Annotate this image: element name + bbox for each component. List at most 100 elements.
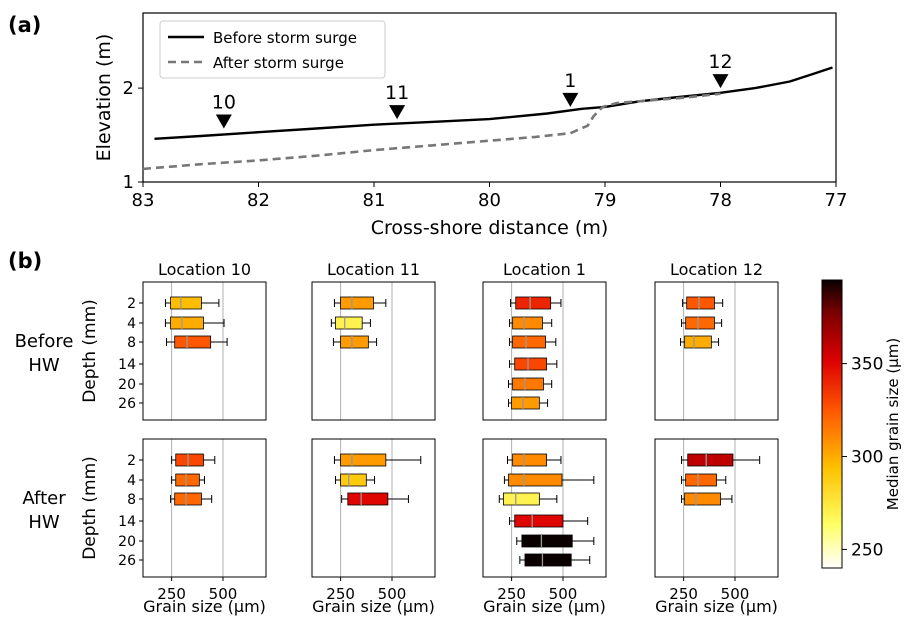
x-tick-label: 250 — [326, 585, 355, 603]
box-depth-2 — [340, 296, 374, 310]
column-title: Location 11 — [327, 260, 420, 279]
x-tick-label: 77 — [825, 190, 848, 211]
panel-b-boxplot-grid: (b) Location 10 Location 11 Location 1 Locat… — [8, 249, 902, 616]
panel-b-label: (b) — [8, 249, 42, 273]
location-label-11: 11 — [385, 82, 409, 104]
y-axis-label: Elevation (m) — [93, 34, 115, 162]
x-tick-label: 79 — [594, 190, 617, 211]
box-depth-4 — [508, 473, 563, 487]
row-label-line2: HW — [28, 512, 60, 533]
x-tick-label: 500 — [209, 585, 238, 603]
boxplot-panel — [654, 438, 779, 578]
colorbar-tick-label: 250 — [851, 540, 883, 560]
boxplot-panel — [311, 438, 436, 578]
boxplot-panel — [142, 281, 267, 421]
x-tick-label: 500 — [721, 585, 750, 603]
box-depth-8 — [174, 335, 212, 349]
box-depth-4 — [175, 473, 200, 487]
location-label-12: 12 — [708, 51, 732, 73]
box-depth-8 — [512, 335, 546, 349]
x-tick-label: 250 — [497, 585, 526, 603]
depth-tick-label: 20 — [118, 377, 136, 393]
colorbar — [821, 279, 843, 569]
row-label-line1: Before — [15, 331, 74, 352]
depth-tick-label: 4 — [127, 316, 136, 332]
box-depth-20 — [521, 534, 573, 548]
box-depth-8 — [340, 335, 369, 349]
panel-frame — [142, 281, 267, 421]
grain-size-axis-label: Grain size (μm) — [655, 597, 778, 616]
box-depth-2 — [340, 453, 387, 467]
panel-frame — [482, 281, 607, 421]
y-tick-label: 1 — [123, 172, 134, 193]
depth-tick-label: 8 — [127, 492, 136, 508]
boxplot-panel — [482, 281, 607, 421]
panel-frame — [654, 438, 779, 578]
panel-frame — [311, 438, 436, 578]
legend-box — [159, 20, 386, 79]
panel-frame — [654, 281, 779, 421]
box-depth-4 — [685, 473, 717, 487]
x-tick-label: 83 — [132, 190, 155, 211]
boxplot-panel — [482, 438, 607, 578]
boxplot-panel — [142, 438, 267, 578]
location-label-10: 10 — [212, 91, 236, 113]
boxplot-panel — [654, 281, 779, 421]
box-depth-4 — [512, 316, 543, 330]
grain-size-axis-label: Grain size (μm) — [483, 597, 606, 616]
depth-tick-label: 2 — [127, 453, 136, 469]
x-tick-label: 81 — [363, 190, 386, 211]
box-depth-4 — [685, 316, 715, 330]
box-depth-4 — [340, 473, 367, 487]
column-title: Location 10 — [158, 260, 251, 279]
box-depth-8 — [502, 492, 540, 506]
boxplot-panel — [311, 281, 436, 421]
box-depth-2 — [170, 296, 202, 310]
box-depth-14 — [514, 357, 547, 371]
series-line-after — [142, 92, 721, 171]
row-label-line1: After — [22, 488, 66, 509]
box-depth-4 — [335, 316, 363, 330]
box-depth-26 — [524, 553, 572, 567]
depth-tick-label: 20 — [118, 534, 136, 550]
location-marker-12 — [712, 74, 729, 89]
column-title: Location 1 — [503, 260, 586, 279]
depth-tick-label: 26 — [118, 396, 136, 412]
panel-a-line-chart: (a) 83 82 81 80 79 78 77 12 Cross-shore distance … — [8, 12, 848, 239]
column-title: Location 12 — [670, 260, 763, 279]
location-marker-1 — [562, 92, 579, 107]
box-depth-2 — [175, 453, 204, 467]
depth-axis-label: Depth (mm) — [80, 456, 100, 560]
depth-tick-label: 14 — [118, 357, 136, 373]
location-marker-11 — [389, 105, 406, 120]
box-depth-8 — [684, 492, 722, 506]
colorbar-label: Median grain size (μm) — [884, 338, 902, 510]
grain-size-axis-label: Grain size (μm) — [312, 597, 435, 616]
location-marker-10 — [215, 114, 232, 129]
box-depth-2 — [512, 453, 547, 467]
x-tick-label: 500 — [378, 585, 407, 603]
x-axis-label: Cross-shore distance (m) — [371, 217, 609, 239]
x-tick-label: 80 — [478, 190, 501, 211]
panel-a-label: (a) — [8, 13, 41, 37]
x-tick-label: 78 — [709, 190, 732, 211]
colorbar-tick-label: 350 — [851, 355, 883, 375]
box-depth-2 — [687, 453, 734, 467]
row-label-line2: HW — [28, 355, 60, 376]
depth-tick-label: 2 — [127, 296, 136, 312]
depth-axis-label: Depth (mm) — [80, 299, 100, 403]
legend-entry-after: After storm surge — [213, 54, 344, 72]
box-depth-8 — [174, 492, 202, 506]
x-tick-label: 82 — [247, 190, 270, 211]
x-tick-label: 250 — [157, 585, 186, 603]
box-depth-2 — [686, 296, 715, 310]
box-depth-2 — [515, 296, 552, 310]
x-tick-label: 250 — [669, 585, 698, 603]
colorbar-tick-label: 300 — [851, 448, 883, 468]
box-depth-4 — [170, 316, 204, 330]
box-depth-14 — [514, 514, 564, 528]
grain-size-axis-label: Grain size (μm) — [143, 597, 266, 616]
legend-entry-before: Before storm surge — [213, 29, 357, 47]
box-depth-26 — [511, 396, 540, 410]
location-label-1: 1 — [564, 70, 576, 92]
